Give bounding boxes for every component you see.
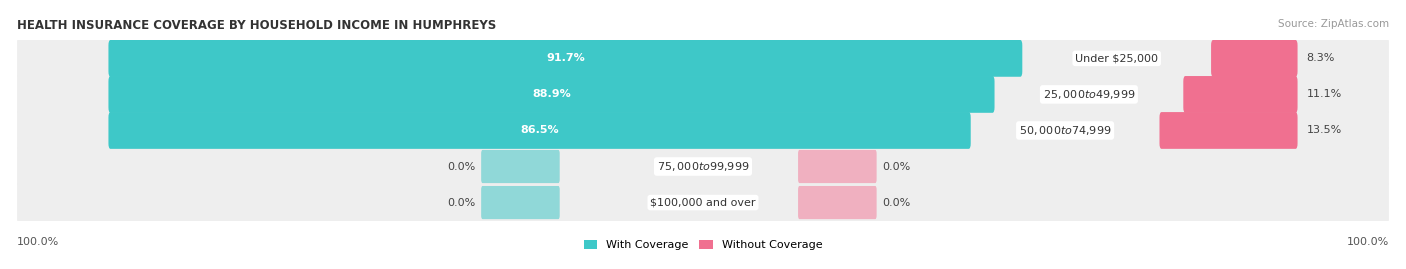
Text: 11.1%: 11.1%: [1306, 89, 1341, 100]
Text: 100.0%: 100.0%: [1347, 238, 1389, 247]
FancyBboxPatch shape: [799, 150, 876, 183]
Legend: With Coverage, Without Coverage: With Coverage, Without Coverage: [579, 235, 827, 255]
FancyBboxPatch shape: [108, 40, 1022, 77]
Text: 13.5%: 13.5%: [1306, 125, 1341, 136]
Text: $100,000 and over: $100,000 and over: [650, 197, 756, 208]
Text: 8.3%: 8.3%: [1306, 53, 1334, 63]
FancyBboxPatch shape: [17, 39, 1389, 78]
Text: 91.7%: 91.7%: [546, 53, 585, 63]
Text: Source: ZipAtlas.com: Source: ZipAtlas.com: [1278, 19, 1389, 29]
Text: 100.0%: 100.0%: [17, 238, 59, 247]
Text: Under $25,000: Under $25,000: [1076, 53, 1159, 63]
FancyBboxPatch shape: [17, 147, 1389, 186]
Text: 88.9%: 88.9%: [531, 89, 571, 100]
Text: 0.0%: 0.0%: [447, 161, 475, 172]
FancyBboxPatch shape: [108, 76, 994, 113]
FancyBboxPatch shape: [17, 75, 1389, 114]
FancyBboxPatch shape: [1160, 112, 1298, 149]
FancyBboxPatch shape: [1184, 76, 1298, 113]
FancyBboxPatch shape: [799, 186, 876, 219]
Text: 0.0%: 0.0%: [882, 161, 910, 172]
Text: 0.0%: 0.0%: [447, 197, 475, 208]
Text: $75,000 to $99,999: $75,000 to $99,999: [657, 160, 749, 173]
FancyBboxPatch shape: [108, 112, 970, 149]
FancyBboxPatch shape: [17, 183, 1389, 222]
FancyBboxPatch shape: [481, 150, 560, 183]
Text: $25,000 to $49,999: $25,000 to $49,999: [1043, 88, 1135, 101]
FancyBboxPatch shape: [481, 186, 560, 219]
Text: HEALTH INSURANCE COVERAGE BY HOUSEHOLD INCOME IN HUMPHREYS: HEALTH INSURANCE COVERAGE BY HOUSEHOLD I…: [17, 19, 496, 32]
Text: 86.5%: 86.5%: [520, 125, 560, 136]
Text: 0.0%: 0.0%: [882, 197, 910, 208]
FancyBboxPatch shape: [1211, 40, 1298, 77]
FancyBboxPatch shape: [17, 111, 1389, 150]
Text: $50,000 to $74,999: $50,000 to $74,999: [1019, 124, 1111, 137]
